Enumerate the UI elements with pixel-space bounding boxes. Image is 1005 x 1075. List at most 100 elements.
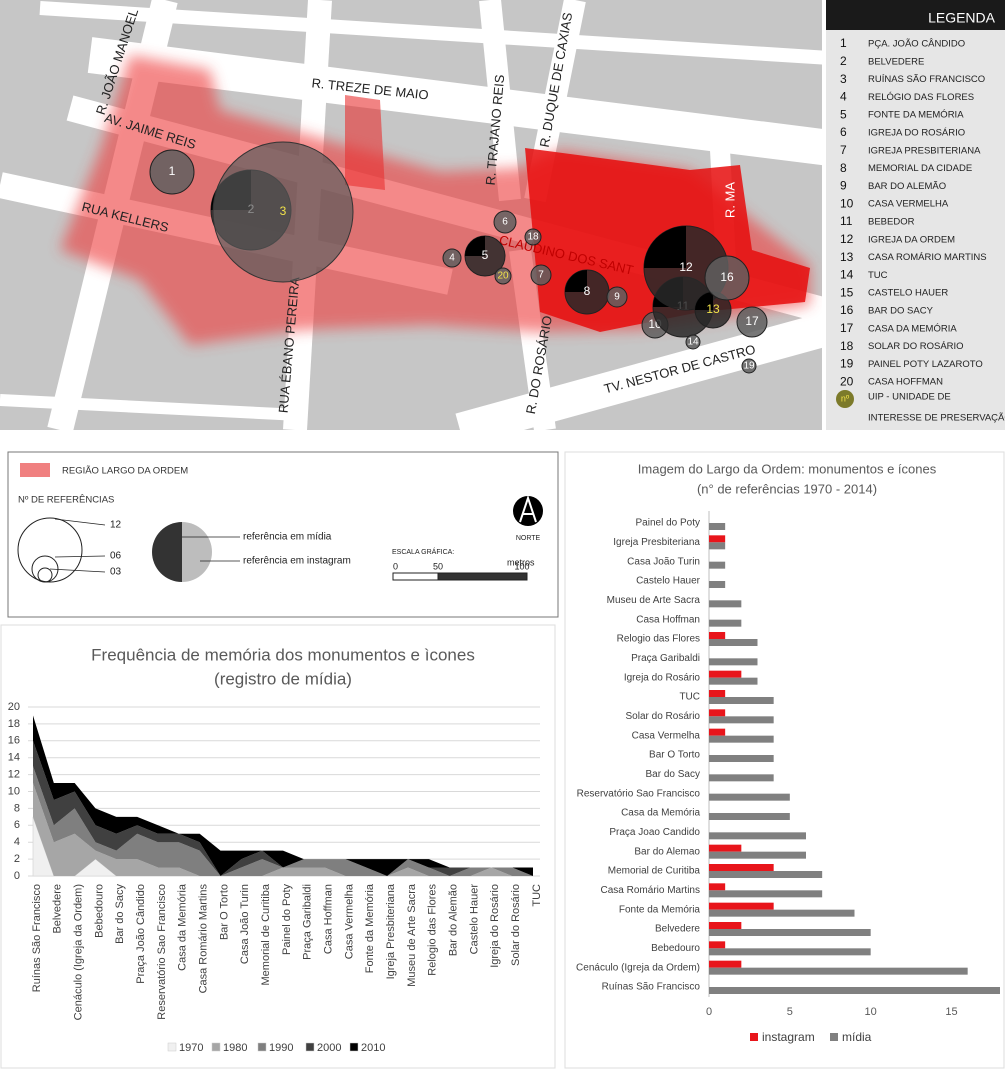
legend-label: 1970 [179, 1042, 203, 1054]
refs-title: Nº DE REFERÊNCIAS [18, 495, 114, 506]
x-tick-label: Praça João Cândido [135, 884, 147, 984]
bar [709, 851, 806, 859]
marker-label: 8 [584, 284, 591, 298]
y-tick-label: Relogio das Flores [617, 634, 700, 645]
y-tick-label: Solar do Rosário [626, 711, 701, 722]
legend-label: 2010 [361, 1042, 385, 1054]
legend-name: CASA HOFFMAN [868, 377, 943, 388]
bar [709, 728, 726, 736]
bar [709, 523, 726, 530]
marker-label: 18 [527, 232, 539, 243]
y-tick-label: 14 [8, 752, 20, 764]
legend-number: 17 [840, 321, 854, 335]
bar [709, 922, 742, 929]
y-tick-label: 4 [14, 836, 20, 848]
legend-number: 20 [840, 374, 854, 388]
x-tick-label: Painel do Poty [281, 884, 293, 955]
x-tick-label: Casa Vermelha [343, 883, 355, 959]
marker-label: 7 [538, 270, 544, 281]
legend-name: FONTE DA MEMÓRIA [868, 110, 964, 121]
y-tick-label: 10 [8, 785, 20, 797]
uip-text: UIP - UNIDADE DE [868, 392, 951, 403]
scale-tick: 100 [514, 561, 529, 571]
marker-circle [606, 286, 628, 308]
bar [709, 709, 726, 717]
region-swatch [20, 463, 50, 477]
y-tick-label: 0 [14, 870, 20, 882]
area [33, 766, 533, 876]
marker-wedge [695, 292, 713, 310]
bar [709, 677, 758, 685]
x-tick-label: Bebedouro [93, 884, 105, 938]
bar [709, 735, 774, 743]
x-tick-label: Fonte da Memória [364, 883, 376, 973]
x-tick-label: TUC [531, 884, 543, 907]
x-tick-label: 15 [945, 1006, 957, 1018]
bar [709, 871, 823, 878]
marker-circle [493, 210, 517, 234]
x-tick-label: Memorial de Curitiba [260, 883, 272, 985]
uip-symbol: nº [841, 393, 850, 403]
scale-ticks: 0 50 100 [393, 561, 530, 571]
legend-number: 11 [840, 214, 853, 228]
legend-swatch [305, 1042, 315, 1052]
marker-wedge [565, 270, 587, 292]
x-tick-label: Relogio das Flores [427, 884, 439, 976]
marker-label: 9 [614, 292, 620, 303]
legend-name: BAR DO SACY [868, 306, 934, 317]
y-tick-label: Ruínas São Francisco [602, 982, 701, 993]
legend-number: 6 [840, 125, 847, 139]
y-tick-label: Fonte da Memória [619, 904, 701, 915]
bar [709, 929, 871, 936]
bar [709, 844, 742, 852]
bar [709, 774, 774, 782]
y-tick-label: Memorial de Curitiba [608, 866, 701, 877]
bar [709, 619, 742, 627]
bar [709, 670, 742, 678]
street [0, 394, 301, 421]
legend-label: 1980 [223, 1042, 247, 1054]
legend-swatch [211, 1042, 221, 1052]
bar [709, 535, 726, 543]
legend-name: RELÓGIO DAS FLORES [868, 92, 974, 103]
legend-name: BELVEDERE [868, 56, 924, 67]
y-tick-label: 6 [14, 819, 20, 831]
marker-circle [494, 267, 512, 285]
y-tick-label: 18 [8, 718, 20, 730]
bar [709, 909, 855, 917]
legend-swatch [349, 1042, 359, 1052]
legend-label: 1990 [269, 1042, 293, 1054]
y-tick-label: Casa Hoffman [636, 614, 700, 625]
leader [49, 568, 106, 573]
marker-label: 16 [720, 270, 734, 284]
street [87, 37, 822, 166]
area [33, 740, 533, 876]
x-tick-label: Bar do Alemão [448, 884, 460, 956]
legend-name: RUÍNAS SÃO FRANCISCO [868, 74, 985, 85]
marker-label: 4 [449, 253, 455, 264]
x-tick-label: Casa Hoffman [323, 884, 335, 954]
y-tick-label: Reservatório Sao Francisco [577, 788, 701, 799]
x-tick-label: Bar O Torto [218, 884, 230, 940]
north-arrow [519, 494, 537, 523]
marker-label: 14 [687, 337, 699, 348]
chart-subtitle: (n° de referências 1970 - 2014) [697, 481, 877, 496]
legend-number: 4 [840, 90, 847, 104]
bar [709, 941, 726, 949]
y-tick-label: Painel do Poty [636, 518, 701, 529]
street-name: R. MA [722, 182, 737, 218]
y-tick-label: Casa Vermelha [632, 730, 701, 741]
size-label: 12 [110, 520, 122, 531]
bar [709, 864, 774, 871]
legend-swatch [830, 1033, 838, 1041]
size-circle [17, 517, 83, 583]
bar [709, 960, 742, 968]
y-tick-label: Bebedouro [651, 943, 700, 954]
marker-wedge [644, 226, 686, 268]
street [455, 312, 822, 430]
legend-name: IGREJA DA ORDEM [868, 234, 955, 245]
y-tick-label: Castelo Hauer [636, 576, 701, 587]
instagram-label: referência em instagram [243, 556, 351, 567]
